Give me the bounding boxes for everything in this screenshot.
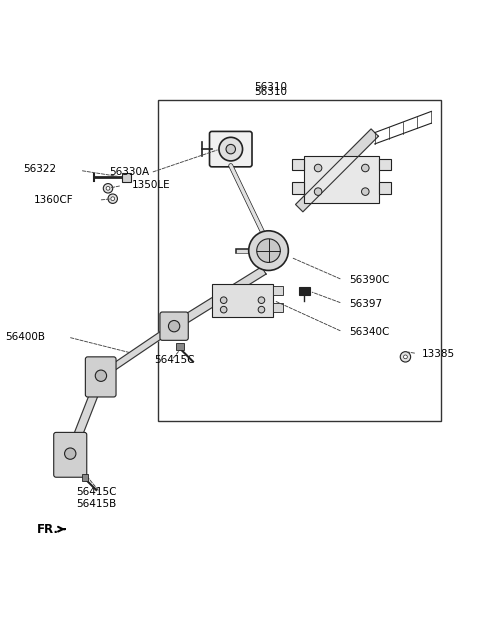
Polygon shape	[172, 267, 266, 329]
Circle shape	[226, 144, 236, 154]
FancyBboxPatch shape	[160, 312, 188, 340]
Circle shape	[361, 164, 369, 172]
Text: 1350LE: 1350LE	[132, 180, 170, 190]
FancyBboxPatch shape	[54, 432, 87, 477]
Bar	[380, 158, 391, 170]
Bar	[273, 286, 283, 296]
Circle shape	[220, 297, 227, 303]
Circle shape	[314, 164, 322, 172]
Circle shape	[106, 187, 110, 190]
Circle shape	[258, 297, 265, 303]
Circle shape	[111, 197, 115, 200]
Circle shape	[361, 188, 369, 195]
Circle shape	[249, 231, 288, 270]
Circle shape	[65, 448, 76, 459]
Circle shape	[220, 306, 227, 313]
Polygon shape	[99, 323, 176, 379]
Bar	[177, 343, 183, 350]
Bar	[82, 474, 88, 480]
Bar	[299, 287, 310, 296]
Text: 13385: 13385	[422, 349, 455, 359]
Text: 56322: 56322	[23, 164, 56, 174]
Bar	[122, 173, 131, 182]
Bar	[304, 156, 380, 203]
Text: 56390C: 56390C	[349, 275, 390, 285]
Circle shape	[400, 352, 410, 362]
Text: 56310: 56310	[254, 87, 288, 97]
Bar	[212, 284, 273, 317]
FancyBboxPatch shape	[85, 357, 116, 397]
Text: 56397: 56397	[349, 298, 383, 308]
Circle shape	[404, 355, 408, 359]
Text: FR.: FR.	[37, 523, 65, 535]
Text: 56340C: 56340C	[349, 327, 390, 337]
Polygon shape	[69, 393, 98, 451]
Text: 56415C: 56415C	[76, 487, 117, 497]
Bar	[157, 100, 441, 421]
FancyBboxPatch shape	[209, 132, 252, 167]
Circle shape	[257, 239, 280, 263]
Text: 56400B: 56400B	[5, 332, 46, 342]
Bar	[292, 158, 304, 170]
Text: 56415B: 56415B	[76, 499, 117, 509]
Bar	[292, 182, 304, 194]
Text: 56415C: 56415C	[154, 355, 194, 365]
Text: 56330A: 56330A	[109, 167, 149, 177]
Circle shape	[219, 137, 242, 161]
Circle shape	[314, 188, 322, 195]
Bar	[380, 182, 391, 194]
Circle shape	[108, 194, 118, 203]
Circle shape	[168, 321, 180, 332]
Circle shape	[95, 370, 107, 381]
Text: 56310: 56310	[254, 82, 288, 92]
Text: 1360CF: 1360CF	[34, 195, 73, 205]
Polygon shape	[296, 129, 378, 212]
Circle shape	[103, 183, 113, 193]
Bar	[273, 303, 283, 312]
Circle shape	[258, 306, 265, 313]
